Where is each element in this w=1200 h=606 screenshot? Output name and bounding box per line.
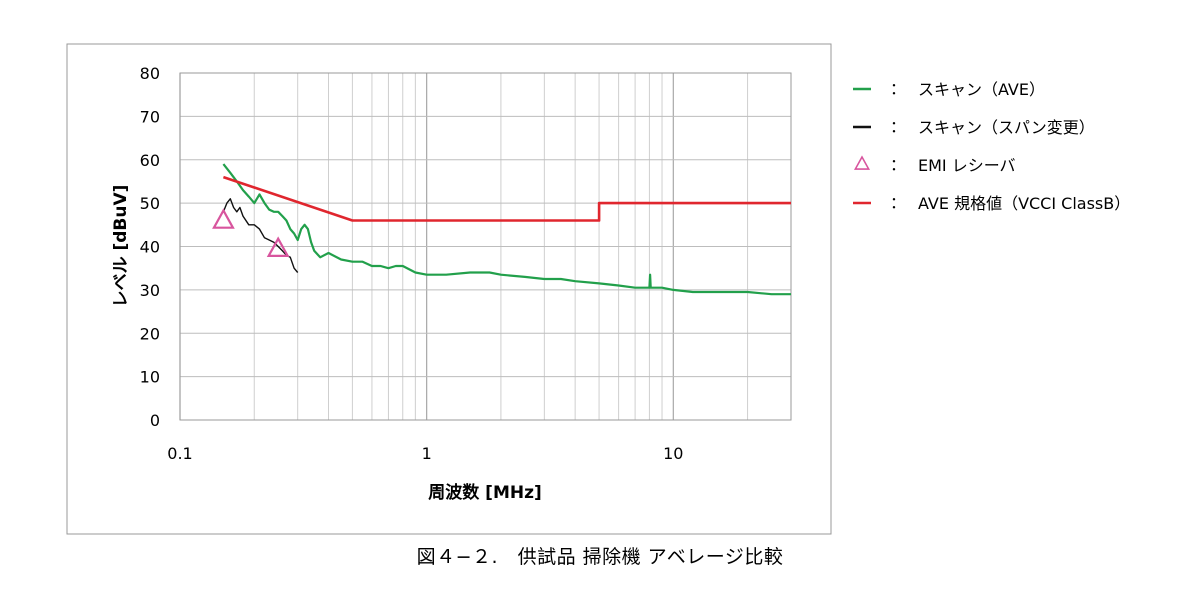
y-tick-label: 10 (140, 368, 160, 387)
y-tick-label: 0 (150, 411, 160, 430)
legend-separator: ： (890, 155, 906, 174)
x-axis-title: 周波数 [MHz] (428, 482, 542, 503)
legend: ： スキャン（AVE） ： スキャン（スパン変更） ： EMI レシーバ ： AVE 規格値（… (853, 79, 1130, 213)
plot-area-frame (179, 72, 792, 421)
y-tick-labels: 0 10 20 30 40 50 60 70 80 (140, 64, 160, 430)
y-axis-title: レベル [dBuV] (111, 185, 131, 308)
x-tick-label: 1 (422, 444, 432, 463)
series-line-limit (222, 175, 791, 222)
emi-receiver-marker (212, 208, 235, 229)
legend-separator: ： (890, 117, 906, 136)
grid-lines (179, 72, 792, 421)
chart-border (66, 43, 832, 535)
legend-triangle-marker (853, 155, 871, 170)
figure-caption: 図４−２. 供試品 掃除機 アベレージ比較 (416, 546, 784, 568)
x-tick-label: 0.1 (167, 444, 192, 463)
y-tick-label: 50 (140, 194, 160, 213)
y-tick-label: 20 (140, 324, 160, 343)
legend-separator: ： (890, 193, 906, 212)
legend-label: EMI レシーバ (918, 156, 1016, 175)
x-tick-label: 10 (663, 444, 683, 463)
plot-series (212, 163, 791, 296)
legend-separator: ： (890, 79, 906, 98)
emi-receiver-marker (266, 236, 290, 257)
y-tick-label: 40 (140, 238, 160, 257)
x-tick-labels: 0.1 1 10 (167, 444, 683, 463)
series-line-scan-ave (222, 163, 791, 296)
y-tick-label: 30 (140, 281, 160, 300)
legend-label: スキャン（AVE） (918, 80, 1045, 99)
legend-label: スキャン（スパン変更） (918, 118, 1095, 137)
legend-label: AVE 規格値（VCCI ClassB） (918, 194, 1130, 213)
y-tick-label: 80 (140, 64, 160, 83)
y-tick-label: 70 (140, 107, 160, 126)
y-tick-label: 60 (140, 151, 160, 170)
